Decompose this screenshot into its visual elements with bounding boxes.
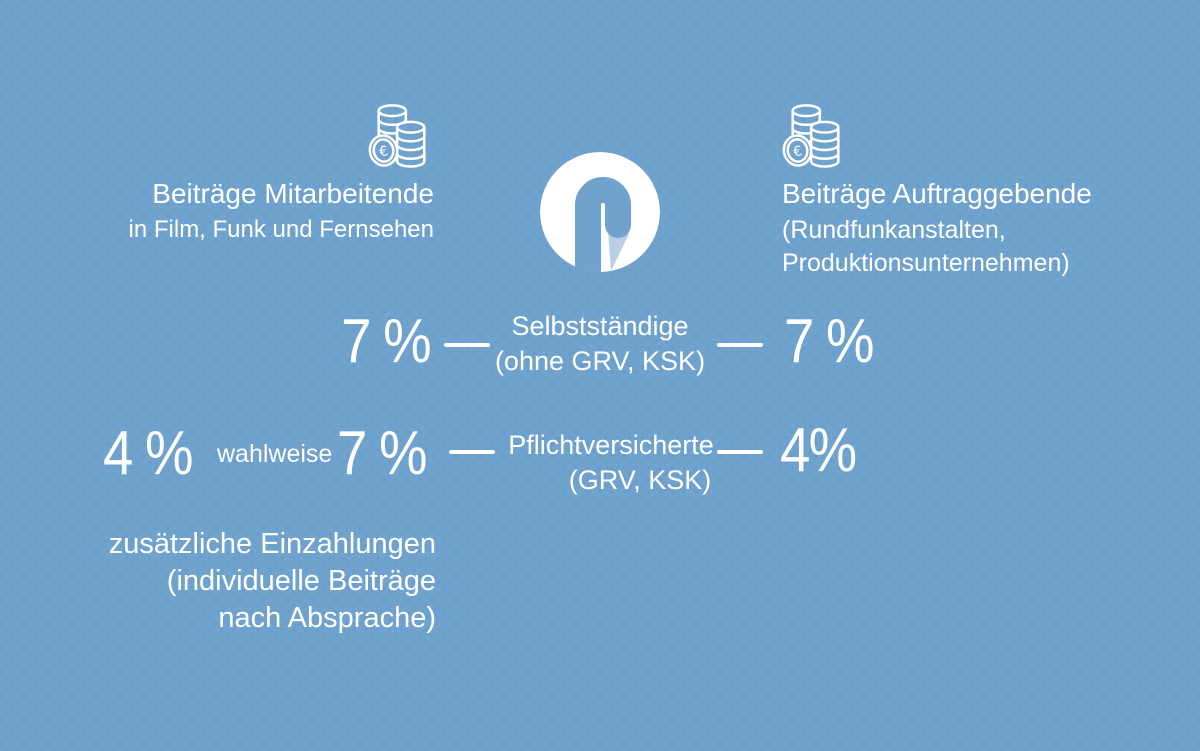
employer-subtitle-line2: Produktionsunternehmen) [782, 249, 1070, 277]
additional-payments-note: zusätzliche Einzahlungen (individuelle B… [109, 526, 436, 637]
connector-line [444, 343, 490, 347]
rate-pflichtversicherte-employee: 7 % [337, 419, 427, 488]
employer-subtitle-line1: (Rundfunkanstalten, [782, 216, 1006, 244]
note-line2: (individuelle Beiträge [166, 565, 436, 597]
employer-contributions-subtitle: (Rundfunkanstalten, Produktionsunternehm… [782, 214, 1070, 280]
note-line3: nach Absprache) [218, 602, 436, 634]
group-name: Pflichtversicherte [508, 430, 714, 460]
group-label-pflichtversicherte: Pflichtversicherte (GRV, KSK) [461, 428, 761, 498]
rate-pflichtversicherte-employer: 4% [780, 416, 857, 485]
group-qualifier: (GRV, KSK) [568, 465, 712, 495]
euro-coins-icon: € [782, 104, 840, 168]
group-name: Selbstständige [511, 311, 689, 341]
connector-line [717, 450, 763, 454]
employer-contributions-block: € Beiträge Auftraggebende (Rundfunkansta… [782, 102, 1092, 280]
employer-contributions-title: Beiträge Auftraggebende [782, 178, 1092, 209]
rundfunk-circle-r-logo [540, 152, 660, 272]
svg-text:€: € [378, 143, 390, 160]
euro-coins-icon: € [368, 104, 426, 168]
alternative-label: wahlweise [217, 440, 333, 468]
connector-line [449, 450, 495, 454]
connector-line [717, 343, 763, 347]
rate-selbststaendige-employee: 7 % [341, 307, 431, 376]
svg-text:€: € [792, 143, 804, 160]
group-label-selbststaendige: Selbstständige (ohne GRV, KSK) [450, 309, 750, 379]
employee-contributions-title: Beiträge Mitarbeitende [152, 178, 434, 209]
rate-pflichtversicherte-alternative: 4 % [103, 419, 193, 488]
note-line1: zusätzliche Einzahlungen [108, 528, 436, 560]
group-qualifier: (ohne GRV, KSK) [494, 346, 706, 376]
rate-selbststaendige-employer: 7 % [784, 307, 874, 376]
employee-contributions-subtitle: in Film, Funk und Fernsehen [128, 216, 434, 243]
employee-contributions-block: € Beiträge Mitarbeitende in Film, Funk u… [129, 102, 434, 245]
